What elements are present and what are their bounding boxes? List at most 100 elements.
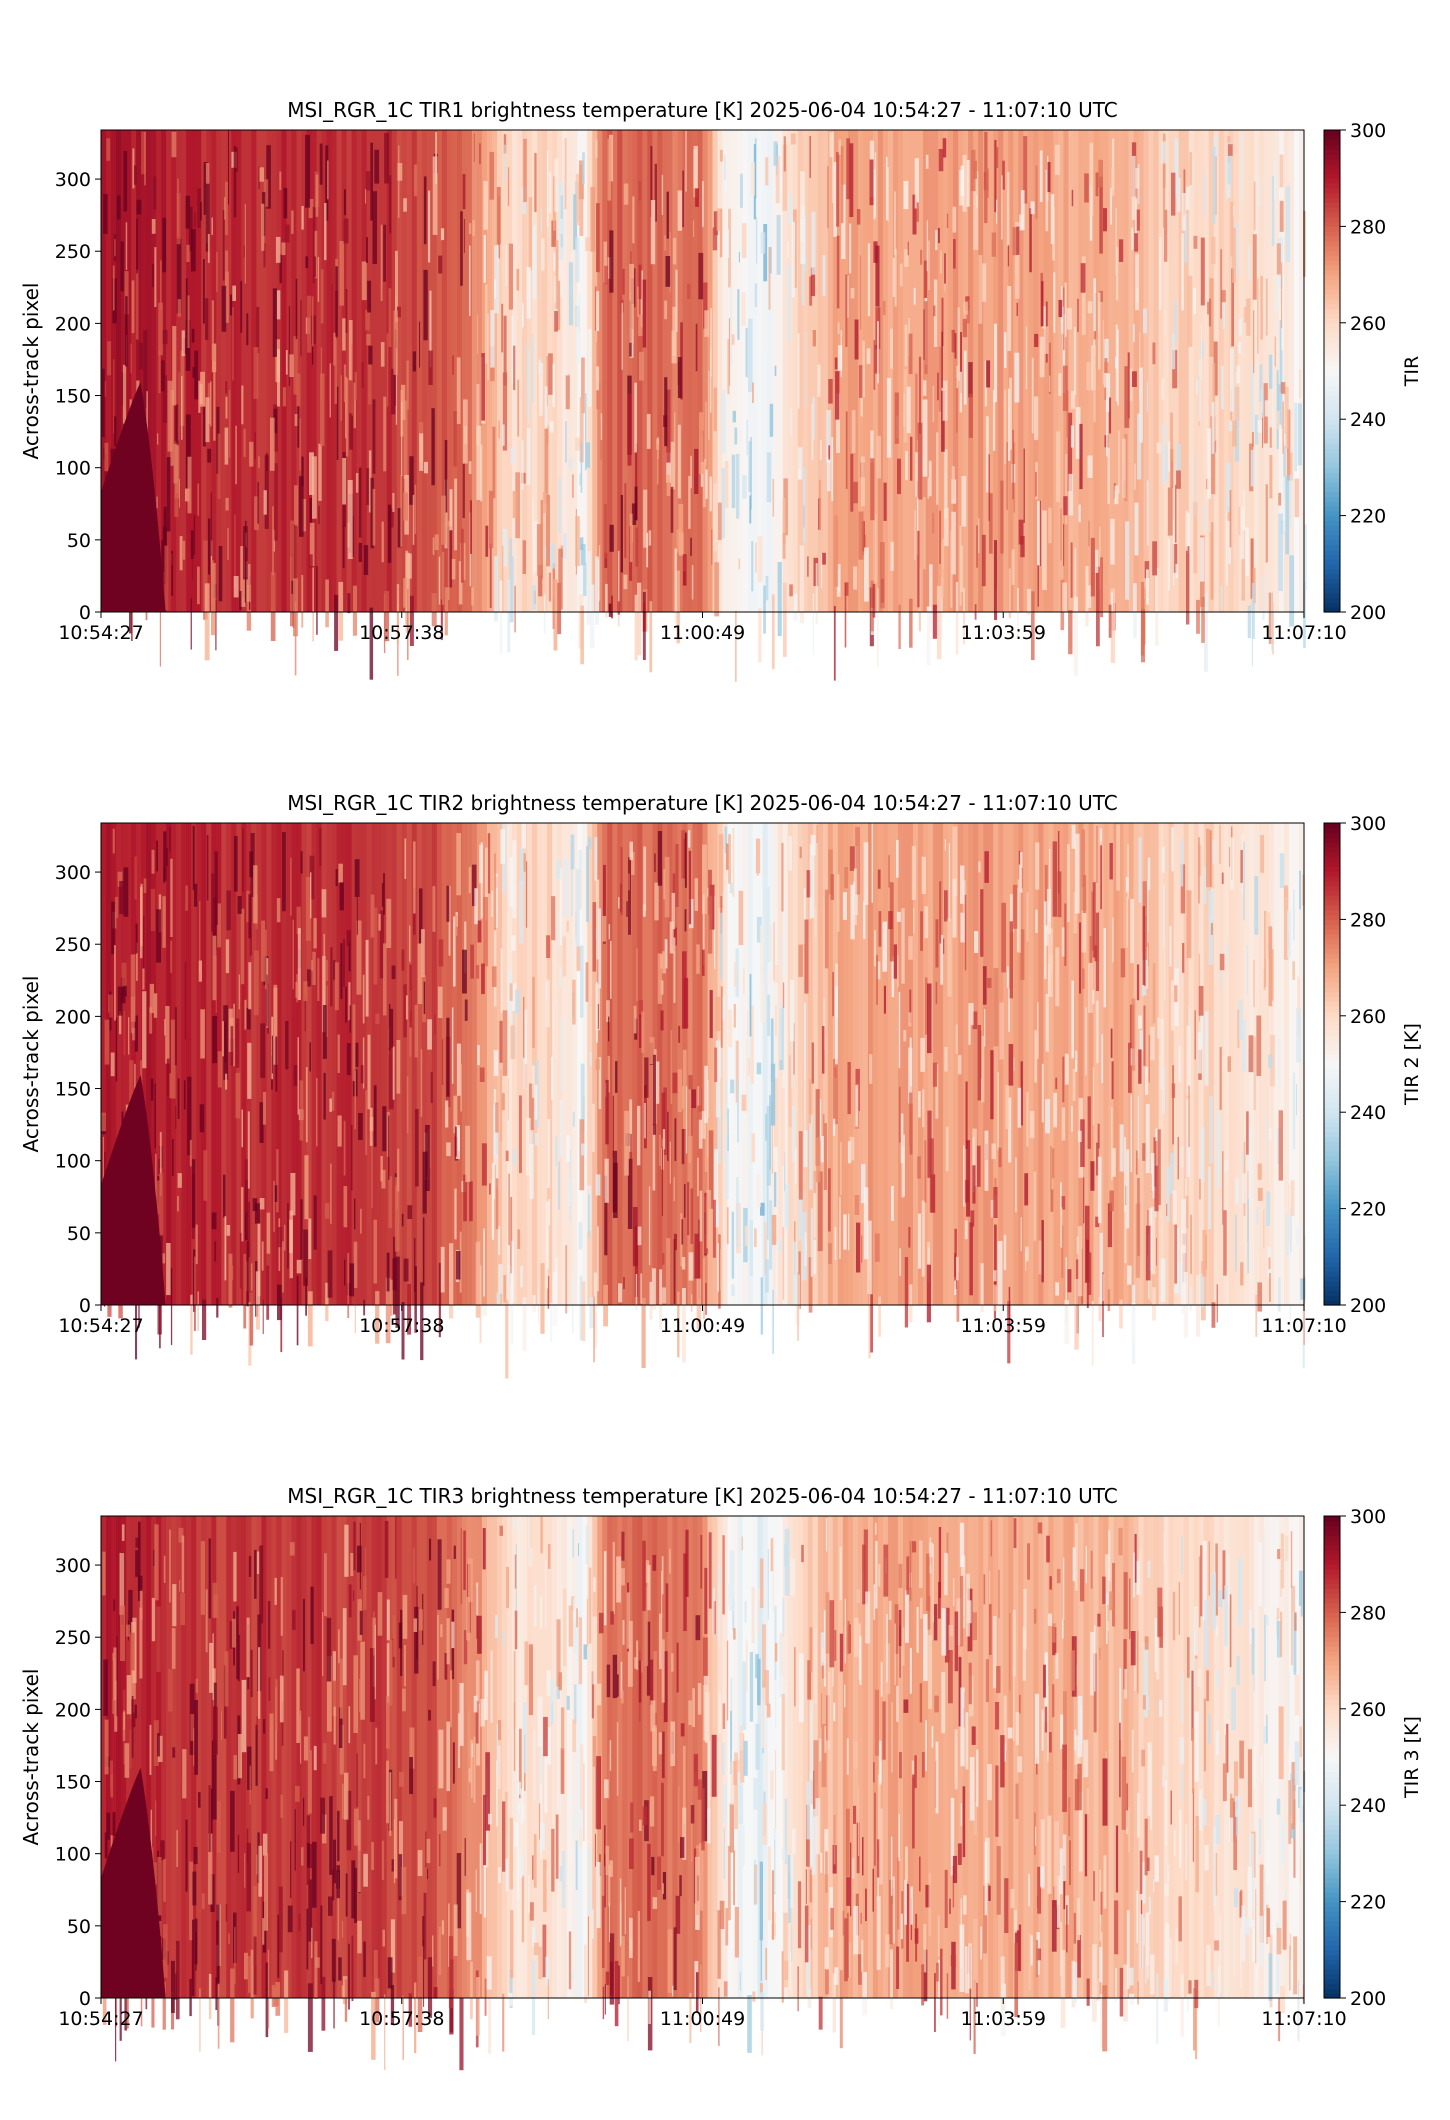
heatmap-streak xyxy=(335,869,338,887)
heatmap-streak xyxy=(1146,480,1149,546)
heatmap-streak xyxy=(849,1624,851,1654)
colorbar-tick-label: 220 xyxy=(1350,506,1386,528)
heatmap-streak xyxy=(760,1983,763,1994)
heatmap-streak xyxy=(644,1587,649,1666)
heatmap-streak xyxy=(984,1841,988,1916)
heatmap-column xyxy=(722,1516,729,1998)
heatmap-streak xyxy=(1006,966,1009,988)
heatmap-streak xyxy=(234,1926,236,1985)
heatmap-streak xyxy=(669,921,674,954)
heatmap-streak xyxy=(1219,953,1225,971)
heatmap-streak xyxy=(677,190,683,231)
heatmap-streak xyxy=(1291,1762,1296,1830)
heatmap-streak xyxy=(493,853,496,931)
heatmap-streak xyxy=(1128,1807,1130,1853)
heatmap-streak xyxy=(1035,471,1037,497)
heatmap-streak xyxy=(262,1833,268,1856)
heatmap-streak xyxy=(1303,1235,1306,1303)
heatmap-streak xyxy=(485,847,488,921)
heatmap-streak xyxy=(912,194,917,235)
heatmap-streak xyxy=(1293,1799,1296,1878)
heatmap-streak xyxy=(258,1647,261,1719)
colorbar-segment xyxy=(1324,154,1340,160)
colorbar-segment xyxy=(1324,847,1340,853)
heatmap-streak xyxy=(514,1822,518,1848)
colorbar-segment xyxy=(1324,1285,1340,1292)
heatmap-streak xyxy=(1278,492,1282,506)
heatmap-streak xyxy=(202,259,205,324)
heatmap-streak xyxy=(157,1733,160,1757)
heatmap-column xyxy=(1208,130,1215,612)
heatmap-streak xyxy=(401,1866,407,1915)
heatmap-streak xyxy=(591,1671,594,1719)
heatmap-streak xyxy=(198,960,202,982)
heatmap-streak xyxy=(788,1055,792,1128)
heatmap-streak xyxy=(1259,364,1263,402)
heatmap-streak xyxy=(176,238,182,314)
heatmap-streak xyxy=(903,1030,907,1042)
heatmap-streak xyxy=(325,579,329,628)
heatmap-streak xyxy=(401,1213,404,1227)
heatmap-streak xyxy=(1120,948,1126,978)
heatmap-streak xyxy=(505,1835,509,1892)
heatmap-streak xyxy=(397,1148,400,1192)
colorbar-segment xyxy=(1324,578,1340,584)
heatmap-streak xyxy=(670,1030,673,1104)
heatmap-column xyxy=(557,823,563,1305)
heatmap-streak xyxy=(837,322,840,334)
heatmap-streak xyxy=(904,249,909,267)
heatmap-streak xyxy=(908,1047,913,1104)
heatmap-streak xyxy=(632,1207,638,1267)
colorbar-segment xyxy=(1324,1290,1340,1296)
heatmap-streak xyxy=(576,946,581,971)
heatmap-streak xyxy=(1108,1530,1111,1581)
heatmap-streak xyxy=(850,884,855,940)
heatmap-streak xyxy=(235,1018,240,1068)
heatmap-streak xyxy=(463,219,465,253)
heatmap-streak xyxy=(609,1740,612,1771)
heatmap-streak xyxy=(1280,1611,1283,1657)
x-tick-label: 11:03:59 xyxy=(961,1315,1046,1337)
heatmap-streak xyxy=(828,1243,832,1264)
heatmap-streak xyxy=(634,382,637,453)
heatmap-column xyxy=(622,823,628,1305)
heatmap-streak xyxy=(1098,1297,1102,1322)
colorbar-segment xyxy=(1324,948,1340,954)
heatmap-streak xyxy=(305,1277,307,1316)
heatmap-streak xyxy=(292,919,294,990)
heatmap-streak xyxy=(139,1607,143,1679)
heatmap-streak xyxy=(1210,1971,1213,1989)
heatmap-streak xyxy=(477,920,482,943)
x-tick-label: 10:57:38 xyxy=(359,622,444,644)
heatmap-streak xyxy=(1204,866,1207,905)
heatmap-streak xyxy=(1272,602,1274,655)
heatmap-streak xyxy=(675,843,679,907)
heatmap-column xyxy=(1093,130,1100,612)
heatmap-streak xyxy=(265,1788,268,1799)
heatmap-streak xyxy=(366,468,371,505)
heatmap-streak xyxy=(189,1861,194,1941)
heatmap-streak xyxy=(865,1888,867,1922)
heatmap-streak xyxy=(1252,432,1254,447)
heatmap-streak xyxy=(575,869,580,947)
heatmap-streak xyxy=(514,585,516,633)
heatmap-streak xyxy=(1036,1757,1038,1775)
heatmap-streak xyxy=(1045,169,1049,232)
heatmap-column xyxy=(476,130,483,612)
heatmap-streak xyxy=(540,238,545,271)
heatmap-streak xyxy=(853,1617,859,1657)
heatmap-streak xyxy=(338,1707,343,1748)
heatmap-streak xyxy=(1167,487,1173,536)
colorbar-segment xyxy=(1324,876,1340,882)
heatmap-streak xyxy=(423,461,428,474)
heatmap-streak xyxy=(509,1817,513,1890)
heatmap-streak xyxy=(1044,1706,1048,1733)
heatmap-streak xyxy=(1188,1980,1192,1994)
heatmap-streak xyxy=(847,1626,850,1652)
heatmap-streak xyxy=(1108,604,1112,638)
heatmap-streak xyxy=(509,857,514,907)
heatmap-streak xyxy=(617,550,620,627)
heatmap-streak xyxy=(1009,1613,1011,1691)
heatmap-streak xyxy=(309,855,315,900)
heatmap-streak xyxy=(604,1158,609,1203)
